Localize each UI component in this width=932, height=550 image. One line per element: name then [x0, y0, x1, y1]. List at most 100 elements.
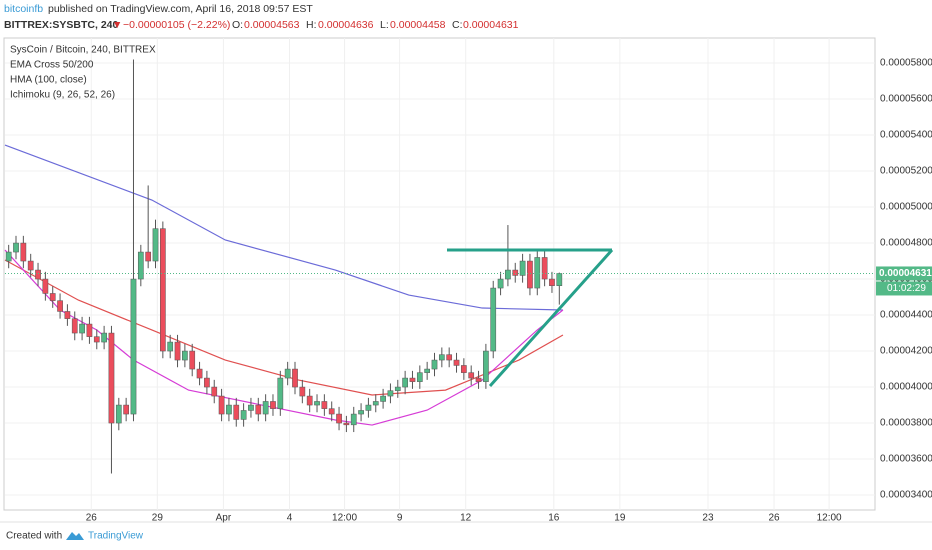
candle-body	[483, 350, 489, 382]
footer-created: Created with	[6, 531, 62, 542]
candle-body	[306, 395, 313, 406]
published: published on TradingView.com, April 16, …	[48, 3, 313, 15]
candle-body	[549, 278, 555, 286]
candle-body	[79, 323, 85, 334]
candle-body	[512, 269, 519, 276]
candle-body	[167, 341, 174, 352]
x-tick-label: 12	[460, 513, 472, 524]
candle-body	[277, 377, 284, 409]
y-tick-label: 0.00005800	[880, 58, 932, 69]
candle-body	[49, 293, 56, 301]
footer-brand[interactable]: TradingView	[88, 531, 144, 542]
candle-body	[490, 287, 497, 352]
candle-body	[365, 404, 372, 411]
candle-body	[108, 332, 115, 424]
candle-body	[394, 386, 401, 391]
candle-body	[372, 401, 379, 406]
candle-body	[387, 390, 394, 397]
candle-body	[461, 365, 467, 373]
candle-body	[416, 372, 423, 382]
candle-body	[321, 401, 328, 409]
candle-body	[314, 401, 320, 406]
countdown-label: 01:02:29	[887, 283, 926, 294]
symbol: BITTREX:SYSBTC, 240	[4, 19, 119, 31]
y-tick-label: 0.00005600	[880, 94, 932, 105]
candle-body	[453, 359, 460, 366]
legend-entry: Ichimoku (9, 26, 52, 26)	[10, 90, 115, 101]
x-tick-label: 19	[614, 513, 626, 524]
candle-body	[350, 413, 357, 426]
candle-body	[204, 377, 210, 388]
arrow: ▼	[112, 19, 122, 31]
legend: SysCoin / Bitcoin, 240, BITTREX EMA Cros…	[10, 45, 156, 101]
h-label: H:	[306, 19, 317, 31]
candle-body	[527, 260, 533, 289]
candle-body	[468, 372, 475, 379]
candle-body	[380, 395, 386, 402]
indicator-line	[4, 259, 564, 396]
triangle-side	[488, 248, 614, 388]
candle-body	[137, 251, 144, 280]
candle-body	[13, 242, 19, 253]
candle-body	[35, 269, 41, 280]
candle-body	[505, 269, 511, 280]
candle-body	[438, 354, 445, 361]
c-label: C:	[452, 19, 463, 31]
h-value: 0.00004636	[318, 19, 374, 31]
candle-body	[130, 278, 137, 415]
candle-body	[248, 404, 254, 411]
grid	[5, 38, 875, 510]
candle-body	[255, 404, 262, 415]
candle-body	[402, 377, 408, 388]
y-tick-label: 0.00005000	[880, 202, 932, 213]
x-tick-label: 29	[152, 513, 164, 524]
change: −0.00000105 (−2.22%)	[123, 19, 230, 31]
candle-body	[174, 341, 181, 361]
candle-body	[475, 377, 482, 382]
l-value: 0.00004458	[390, 19, 446, 31]
candle-body	[196, 368, 203, 379]
legend-title: SysCoin / Bitcoin, 240, BITTREX	[10, 45, 156, 56]
plot-frame	[3, 37, 876, 511]
y-tick-label: 0.00004800	[880, 238, 932, 249]
author[interactable]: bitcoinfb	[4, 3, 43, 15]
candle-body	[299, 386, 306, 397]
indicator-line	[4, 144, 563, 311]
c-value: 0.00004631	[463, 19, 519, 31]
candle-body	[541, 257, 548, 280]
x-tick-label: 9	[397, 513, 403, 524]
candle-body	[42, 278, 49, 294]
candle-body	[409, 377, 416, 382]
candle-body	[556, 273, 563, 286]
candle-body	[27, 260, 34, 271]
candle-body	[182, 350, 188, 361]
x-tick-label: 26	[768, 513, 780, 524]
o-label: O:	[232, 19, 243, 31]
ohlc-line: BITTREX:SYSBTC, 240 ▼ −0.00000105 (−2.22…	[4, 19, 519, 31]
x-tick-label: 4	[287, 513, 293, 524]
x-tick-label: 23	[702, 513, 714, 524]
candle-body	[270, 401, 276, 409]
candle-body	[497, 278, 504, 289]
candle-body	[211, 386, 218, 397]
candle-body	[284, 368, 291, 379]
candle-body	[145, 251, 152, 262]
candle-body	[336, 413, 342, 424]
candle-body	[519, 260, 526, 276]
candle-body	[431, 359, 438, 370]
candle-body	[218, 395, 225, 415]
l-label: L:	[380, 19, 389, 31]
x-tick-label: 12:00	[332, 513, 357, 524]
candle-body	[262, 401, 269, 415]
candle-body	[292, 368, 298, 388]
candle-body	[57, 300, 63, 312]
candle-body	[115, 404, 122, 424]
x-tick-label: 16	[548, 513, 560, 524]
candle-body	[123, 404, 129, 415]
y-tick-label: 0.00003600	[880, 454, 932, 465]
legend-entry: EMA Cross 50/200	[10, 60, 94, 71]
candle-body	[71, 318, 78, 334]
y-tick-label: 0.00004000	[880, 382, 932, 393]
candle-body	[152, 228, 159, 262]
